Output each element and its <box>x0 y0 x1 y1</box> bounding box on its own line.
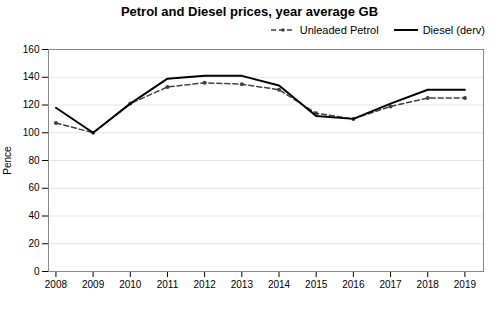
svg-text:160: 160 <box>23 44 40 55</box>
html-text:Unleaded Petrol: Unleaded Petrol <box>299 24 379 36</box>
svg-text:40: 40 <box>28 210 40 221</box>
svg-text:2017: 2017 <box>379 279 402 290</box>
svg-text:2009: 2009 <box>82 279 105 290</box>
svg-text:2016: 2016 <box>342 279 365 290</box>
svg-text:2012: 2012 <box>194 279 217 290</box>
svg-text:140: 140 <box>23 71 40 82</box>
html-text:Diesel (derv): Diesel (derv) <box>422 24 485 36</box>
svg-text:2013: 2013 <box>231 279 254 290</box>
svg-text:100: 100 <box>23 127 40 138</box>
svg-text:2011: 2011 <box>157 279 179 290</box>
svg-text:60: 60 <box>28 182 40 193</box>
svg-text:20: 20 <box>28 238 40 249</box>
svg-text:2008: 2008 <box>45 279 68 290</box>
svg-text:2018: 2018 <box>417 279 440 290</box>
svg-text:2019: 2019 <box>454 279 477 290</box>
html-text:Petrol and Diesel prices, year: Petrol and Diesel prices, year average G… <box>120 4 379 19</box>
svg-text:2010: 2010 <box>119 279 142 290</box>
svg-text:0: 0 <box>34 266 40 277</box>
svg-text:Pence: Pence <box>2 146 13 175</box>
svg-text:120: 120 <box>23 99 40 110</box>
svg-text:80: 80 <box>28 155 40 166</box>
svg-text:2015: 2015 <box>305 279 328 290</box>
svg-text:2014: 2014 <box>268 279 291 290</box>
